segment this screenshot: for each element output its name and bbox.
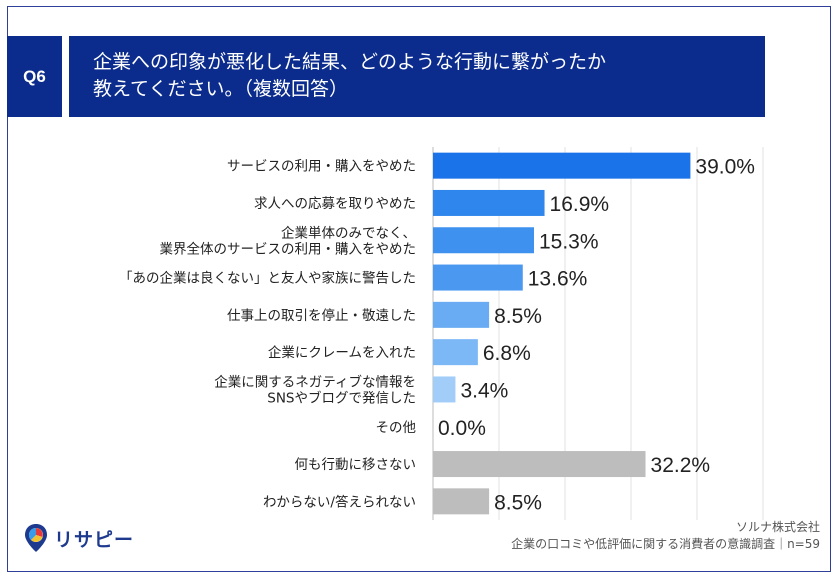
- category-label: サービスの利用・購入をやめた: [227, 159, 416, 175]
- value-label: 13.6%: [528, 268, 588, 291]
- pin-logo-icon: [25, 524, 47, 552]
- value-label: 8.5%: [494, 491, 542, 514]
- category-label: 企業に関するネガティブな情報を SNSやブログで発信した: [214, 373, 416, 406]
- category-label: その他: [376, 420, 417, 436]
- value-label: 16.9%: [550, 193, 610, 216]
- logo-text: リサピー: [54, 528, 135, 551]
- bar: [433, 301, 490, 328]
- bar: [433, 152, 691, 179]
- bar: [433, 488, 490, 515]
- value-label: 0.0%: [438, 417, 486, 440]
- category-label: わからない/答えられない: [263, 493, 416, 510]
- category-label: 「あの企業は良くない」と友人や家族に警告した: [119, 270, 416, 287]
- logo: リサピー: [24, 523, 134, 553]
- value-label: 39.0%: [695, 156, 755, 179]
- value-label: 15.3%: [539, 230, 599, 253]
- bar: [433, 376, 456, 403]
- value-label: 6.8%: [483, 342, 531, 365]
- source-company: ソルナ株式会社: [735, 520, 820, 534]
- value-label: 8.5%: [494, 305, 542, 328]
- bar: [433, 227, 534, 254]
- category-label: 企業単体のみでなく、業界全体のサービスの利用・購入をやめた: [160, 224, 417, 257]
- bar: [433, 189, 545, 216]
- question-number: Q6: [7, 36, 62, 117]
- bar: [433, 264, 523, 291]
- value-label: 32.2%: [651, 454, 711, 477]
- category-label: 企業にクレームを入れた: [268, 344, 416, 361]
- source-survey: 企業の口コミや低評価に関する消費者の意識調査｜n=59: [511, 537, 820, 551]
- bar: [433, 451, 646, 478]
- category-label: 仕事上の取引を停止・敬遠した: [227, 307, 416, 324]
- bar: [433, 339, 478, 366]
- page-title: 企業への印象が悪化した結果、どのような行動に繋がったか 教えてください。（複数回…: [69, 36, 765, 117]
- source-note: ソルナ株式会社 企業の口コミや低評価に関する消費者の意識調査｜n=59: [511, 519, 820, 553]
- category-label: 何も行動に移さない: [295, 457, 417, 473]
- category-label: 求人への応募を取りやめた: [254, 196, 416, 212]
- value-label: 3.4%: [460, 379, 508, 402]
